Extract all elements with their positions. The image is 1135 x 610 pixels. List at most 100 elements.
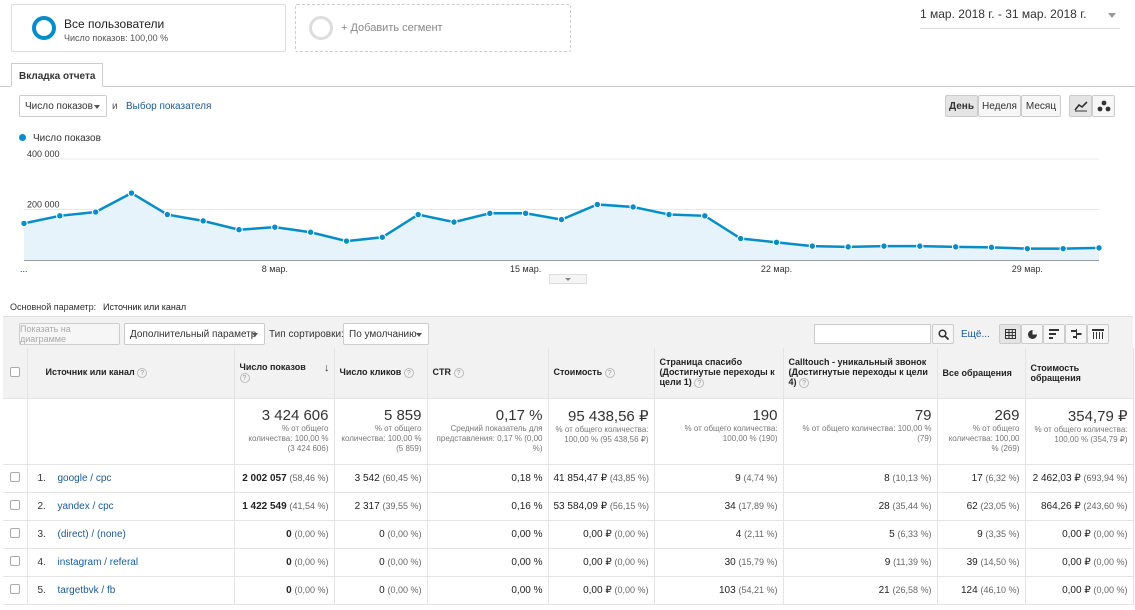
data-point[interactable]	[1023, 244, 1032, 253]
row-source-link[interactable]: google / cpc	[57, 472, 112, 484]
table-row[interactable]: 5. targetbvk / fb 0 (0,00 %) 0 (0,00 %) 0,00…	[3, 576, 1134, 605]
metric-dropdown[interactable]: Число показов	[19, 95, 107, 117]
chart-collapse-handle[interactable]	[549, 274, 587, 284]
header-clicks[interactable]: Число кликов ?	[334, 348, 428, 399]
header-impressions[interactable]: Число показов? ↓	[234, 348, 335, 399]
period-day-button[interactable]: День	[945, 95, 978, 117]
data-point[interactable]	[271, 223, 279, 231]
table-search-input[interactable]	[814, 324, 931, 344]
help-icon[interactable]: ?	[453, 368, 464, 379]
data-point[interactable]	[342, 237, 351, 245]
add-segment-button[interactable]: + Добавить сегмент	[295, 4, 571, 52]
data-point[interactable]	[486, 209, 494, 217]
table-row[interactable]: 1. google / cpc 2 002 057 (58,46 %) 3 542 (…	[3, 464, 1134, 493]
header-cost[interactable]: Стоимость ?	[548, 348, 655, 399]
tab-report[interactable]: Вкладка отчета	[11, 63, 103, 87]
data-point[interactable]	[521, 209, 530, 217]
row-select[interactable]	[3, 492, 28, 521]
row-metric-value: 0,18 %	[511, 472, 543, 484]
row-metric-cell: 103 (54,21 %)	[654, 576, 784, 605]
data-point[interactable]	[629, 203, 637, 211]
table-row[interactable]: 3. (direct) / (none) 0 (0,00 %) 0 (0,00 %) 0…	[3, 520, 1134, 549]
secondary-dimension-dropdown[interactable]: Дополнительный параметр	[124, 323, 265, 345]
row-checkbox[interactable]	[9, 583, 20, 594]
view-table-button[interactable]	[999, 324, 1021, 344]
header-ctr[interactable]: CTR ?	[427, 348, 549, 399]
header-all-requests[interactable]: Все обращения	[937, 348, 1026, 399]
data-point[interactable]	[557, 215, 566, 224]
data-point[interactable]	[235, 226, 243, 234]
header-goal-4[interactable]: Calltouch - уникальный звонок (Достигнут…	[783, 348, 938, 399]
row-metric-cell: 0 (0,00 %)	[234, 520, 335, 549]
data-point[interactable]	[593, 200, 602, 209]
data-point[interactable]	[1095, 244, 1103, 252]
data-point[interactable]	[199, 217, 207, 225]
row-metric-percent: (0,00 %)	[1093, 584, 1128, 595]
data-point[interactable]	[91, 208, 100, 216]
data-point[interactable]	[378, 233, 387, 241]
row-metric-cell: 0 (0,00 %)	[234, 548, 335, 577]
data-point[interactable]	[808, 242, 817, 250]
period-month-button[interactable]: Месяц	[1021, 95, 1061, 117]
header-select-all[interactable]	[3, 348, 28, 399]
data-point[interactable]	[1059, 244, 1067, 253]
row-metric-value: 9	[735, 472, 741, 484]
help-icon[interactable]: ?	[137, 368, 148, 379]
table-row[interactable]: 2. yandex / cpc 1 422 549 (41,54 %) 2 317 (…	[3, 492, 1134, 521]
data-point[interactable]	[127, 189, 136, 197]
data-point[interactable]	[880, 242, 888, 250]
view-pie-button[interactable]	[1021, 324, 1043, 344]
row-source-link[interactable]: (direct) / (none)	[57, 528, 126, 540]
select-all-checkbox[interactable]	[9, 366, 20, 377]
row-checkbox[interactable]	[9, 471, 20, 482]
date-range-picker[interactable]: 1 мар. 2018 г. - 31 мар. 2018 г.	[920, 7, 1120, 27]
sort-type-dropdown[interactable]: По умолчанию	[343, 323, 429, 345]
data-point[interactable]	[736, 234, 745, 243]
data-point[interactable]	[844, 243, 852, 251]
row-checkbox[interactable]	[9, 527, 20, 538]
view-comparison-button[interactable]	[1065, 324, 1087, 344]
data-point[interactable]	[163, 210, 172, 219]
data-point[interactable]	[665, 210, 673, 219]
table-row[interactable]: 4. instagram / referal 0 (0,00 %) 0 (0,00 %…	[3, 548, 1134, 577]
row-source-link[interactable]: targetbvk / fb	[57, 584, 116, 596]
row-select[interactable]	[3, 548, 28, 577]
row-select[interactable]	[3, 520, 28, 549]
row-metric-percent: (693,94 %)	[1083, 472, 1128, 483]
help-icon[interactable]: ?	[604, 368, 615, 379]
header-source[interactable]: Источник или канал ?	[27, 348, 235, 399]
data-point[interactable]	[414, 210, 422, 219]
view-performance-button[interactable]	[1043, 324, 1065, 344]
data-point[interactable]	[916, 242, 924, 250]
period-week-button[interactable]: Неделя	[978, 95, 1021, 117]
table-search-button[interactable]	[932, 324, 954, 344]
row-metric-value: 2 462,03 ₽	[1032, 472, 1081, 484]
row-select[interactable]	[3, 464, 28, 493]
help-icon[interactable]: ?	[239, 373, 250, 384]
motion-chart-toggle[interactable]	[1092, 95, 1115, 117]
row-checkbox[interactable]	[9, 499, 20, 510]
data-point[interactable]	[987, 243, 996, 252]
segment-all-users[interactable]: Все пользователи Число показов: 100,00 %	[11, 4, 286, 52]
help-icon[interactable]: ?	[694, 378, 705, 389]
data-point[interactable]	[772, 238, 781, 247]
header-goal-1[interactable]: Страница спасибо (Достигнутые переходы к…	[654, 348, 784, 399]
row-select[interactable]	[3, 576, 28, 605]
data-point[interactable]	[701, 212, 709, 220]
data-point[interactable]	[56, 212, 64, 220]
view-pivot-button[interactable]	[1087, 324, 1109, 344]
data-point[interactable]	[951, 243, 960, 251]
plot-rows-button[interactable]: Показать на диаграмме	[19, 323, 120, 345]
row-source-link[interactable]: instagram / referal	[57, 556, 139, 568]
row-checkbox[interactable]	[9, 555, 20, 566]
data-point[interactable]	[306, 228, 315, 236]
data-point[interactable]	[20, 219, 28, 228]
choose-metric-link[interactable]: Выбор показателя	[126, 101, 212, 112]
more-link[interactable]: Ещё...	[961, 329, 990, 340]
row-source-link[interactable]: yandex / cpc	[57, 500, 114, 512]
header-request-cost[interactable]: Стоимость обращения	[1025, 348, 1134, 399]
data-point[interactable]	[450, 218, 458, 226]
line-chart-toggle[interactable]	[1069, 95, 1092, 117]
help-icon[interactable]: ?	[799, 378, 810, 389]
help-icon[interactable]: ?	[403, 368, 414, 379]
